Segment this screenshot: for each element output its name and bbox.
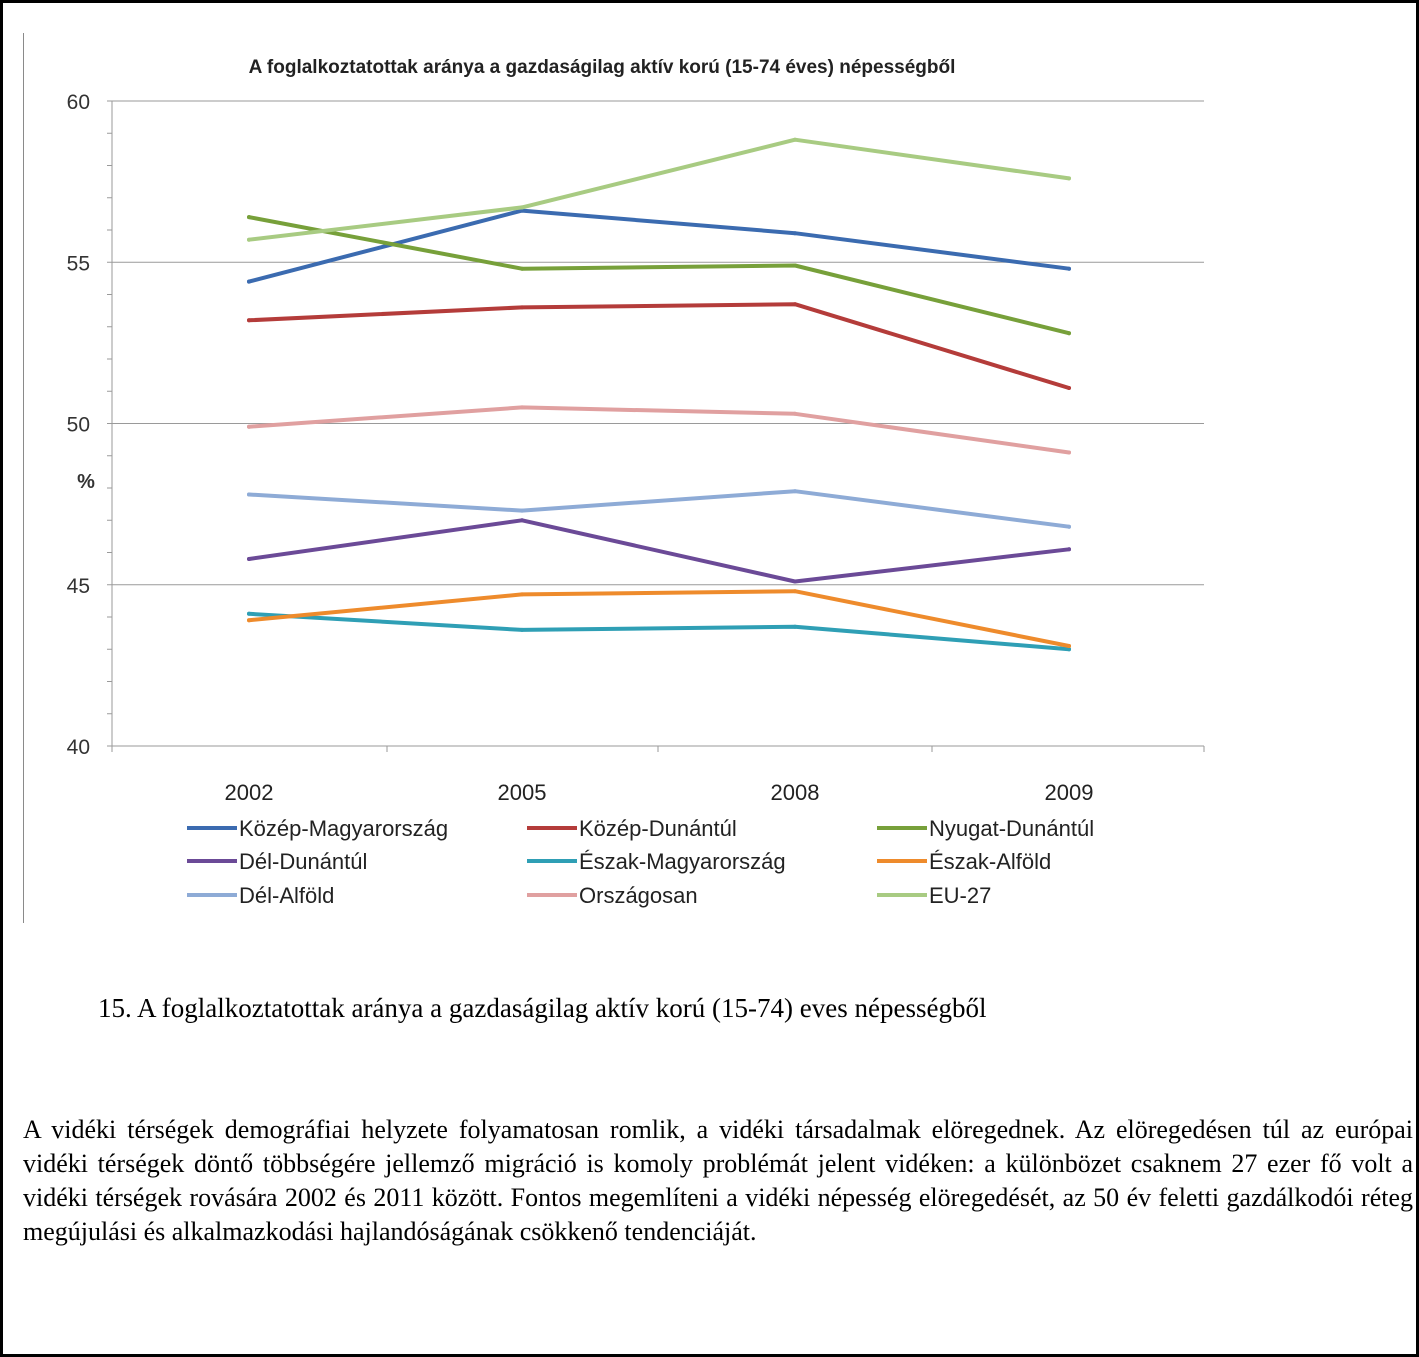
series-line-1 xyxy=(247,208,1071,284)
figure-caption: 15. A foglalkoztatottak aránya a gazdasá… xyxy=(98,993,987,1023)
legend-label-1: Közép-Magyarország xyxy=(239,816,448,841)
data-point xyxy=(247,618,251,623)
data-point xyxy=(520,266,524,271)
series-lines xyxy=(247,137,1071,652)
data-point xyxy=(247,424,251,429)
data-point xyxy=(793,231,797,236)
chart-title: A foglalkoztatottak aránya a gazdaságila… xyxy=(249,57,956,78)
data-point xyxy=(793,489,797,494)
chart-figure: A foglalkoztatottak aránya a gazdaságila… xyxy=(23,33,1219,923)
y-tick-label-60: 60 xyxy=(67,91,90,114)
body-paragraph: A vidéki térségek demográfiai helyzete f… xyxy=(23,1115,1413,1246)
data-point xyxy=(520,518,524,523)
x-tick-label-2008: 2008 xyxy=(771,780,820,805)
legend-label-8: Országosan xyxy=(579,883,698,908)
data-point xyxy=(793,579,797,584)
data-point xyxy=(1067,644,1071,648)
data-point xyxy=(520,592,524,597)
data-point xyxy=(793,589,797,594)
x-tick-label-2002: 2002 xyxy=(225,780,274,805)
data-point xyxy=(247,611,251,616)
series-line-8 xyxy=(247,405,1071,455)
data-point xyxy=(793,411,797,416)
series-line-3 xyxy=(247,215,1071,336)
series-line-6 xyxy=(247,589,1071,648)
data-point xyxy=(247,279,251,284)
legend-label-2: Közép-Dunántúl xyxy=(579,816,737,841)
data-point xyxy=(247,215,251,220)
data-point xyxy=(1067,647,1071,652)
data-point xyxy=(520,208,524,213)
data-point xyxy=(793,302,797,307)
legend-label-9: EU-27 xyxy=(929,883,991,908)
data-point xyxy=(247,492,251,497)
data-point xyxy=(247,318,251,323)
series-line-9 xyxy=(247,137,1071,242)
legend-label-7: Dél-Alföld xyxy=(239,883,334,908)
y-tick-label-40: 40 xyxy=(67,736,90,759)
legend-label-6: Észak-Alföld xyxy=(929,849,1051,874)
data-point xyxy=(520,205,524,210)
data-point xyxy=(520,508,524,513)
y-tick-label-50: 50 xyxy=(67,414,90,437)
data-point xyxy=(247,557,251,561)
data-point xyxy=(793,624,797,629)
data-point xyxy=(520,305,524,310)
x-tick-label-2009: 2009 xyxy=(1045,780,1094,805)
data-point xyxy=(793,263,797,268)
data-point xyxy=(247,237,251,242)
data-point xyxy=(520,405,524,410)
data-point xyxy=(1067,450,1071,455)
series-line-7 xyxy=(247,489,1071,529)
data-point xyxy=(793,137,797,142)
line-chart: A foglalkoztatottak aránya a gazdaságila… xyxy=(67,57,1205,908)
legend: Közép-Magyarország Közép-Dunántúl Nyugat-D… xyxy=(187,816,1094,908)
y-tick-label-55: 55 xyxy=(67,252,90,275)
legend-label-4: Dél-Dunántúl xyxy=(239,849,367,874)
legend-label-5: Észak-Magyarország xyxy=(579,849,786,874)
series-line-5 xyxy=(247,611,1071,652)
data-point xyxy=(1067,547,1071,552)
y-axis-label: % xyxy=(77,471,95,493)
series-line-4 xyxy=(247,518,1071,584)
y-tick-label-45: 45 xyxy=(67,575,90,598)
series-line-2 xyxy=(247,302,1071,390)
legend-label-3: Nyugat-Dunántúl xyxy=(929,816,1094,841)
data-point xyxy=(1067,176,1071,181)
axes: 40 45 50 55 60% 2002 2005 2008 2009 xyxy=(67,91,1205,805)
data-point xyxy=(1067,266,1071,271)
x-tick-label-2005: 2005 xyxy=(498,780,547,805)
data-point xyxy=(1067,386,1071,390)
data-point xyxy=(520,627,524,632)
data-point xyxy=(1067,331,1071,336)
data-point xyxy=(1067,524,1071,529)
